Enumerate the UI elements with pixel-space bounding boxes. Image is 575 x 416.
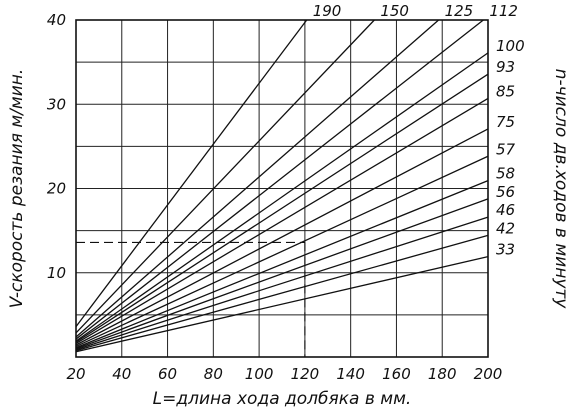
n-line — [75, 255, 489, 353]
n-line-label: 112 — [489, 2, 518, 20]
n-line — [75, 73, 489, 343]
x-tick-label: 140 — [336, 365, 365, 383]
n-line — [75, 97, 489, 344]
n-line — [75, 179, 489, 349]
x-axis-label: L=длина хода долбяка в мм. — [153, 389, 412, 409]
plot-frame — [75, 19, 489, 358]
n-line-label: 190 — [313, 2, 342, 20]
n-line-label: 93 — [496, 58, 515, 76]
n-line — [75, 234, 489, 352]
y-tick-label: 20 — [47, 180, 66, 198]
n-line — [75, 216, 489, 351]
x-tick-label: 60 — [158, 365, 177, 383]
n-line — [75, 19, 484, 340]
y-axis-label: V-скорость резания м/мин. — [7, 69, 27, 309]
n-line — [75, 52, 489, 342]
n-line-label: 57 — [496, 140, 516, 158]
y-tick-label: 10 — [47, 264, 66, 282]
x-tick-label: 120 — [291, 365, 320, 383]
n-line-label: 100 — [496, 37, 525, 55]
example-dashed-lines — [76, 241, 306, 357]
y-tick-labels: 10 20 30 40 — [47, 11, 66, 282]
n-line-label: 75 — [496, 113, 515, 131]
y-tick-label: 40 — [47, 11, 66, 29]
x-tick-label: 180 — [428, 365, 457, 383]
n-line-label: 125 — [445, 2, 474, 20]
n-line-label: 56 — [496, 183, 515, 201]
n-line — [75, 19, 375, 334]
x-tick-label: 40 — [112, 365, 131, 383]
n-line — [75, 19, 440, 338]
right-axis-label: n-число дв.ходов в минуту — [551, 69, 571, 310]
n-lines — [75, 19, 489, 353]
n-line — [75, 19, 308, 327]
grid — [76, 20, 488, 357]
n-line-label: 58 — [496, 165, 515, 183]
n-line — [75, 128, 489, 346]
n-line-label: 46 — [496, 201, 515, 219]
x-tick-label: 200 — [474, 365, 503, 383]
x-tick-label: 80 — [204, 365, 223, 383]
n-line-label: 42 — [496, 219, 515, 237]
n-line-label: 33 — [496, 241, 515, 259]
y-tick-label: 30 — [47, 95, 66, 113]
x-tick-label: 160 — [382, 365, 411, 383]
n-line — [75, 198, 489, 350]
x-tick-labels: 20 40 60 80 100 120 140 160 180 200 — [66, 365, 502, 383]
x-tick-label: 20 — [66, 365, 85, 383]
n-line-label: 150 — [380, 2, 409, 20]
n-line-label: 85 — [496, 82, 515, 100]
x-tick-label: 100 — [245, 365, 274, 383]
n-line — [75, 155, 489, 348]
